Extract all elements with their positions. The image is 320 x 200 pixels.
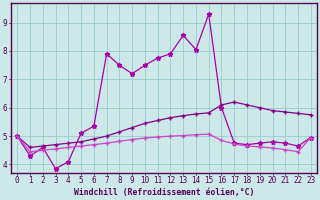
X-axis label: Windchill (Refroidissement éolien,°C): Windchill (Refroidissement éolien,°C) xyxy=(74,188,254,197)
